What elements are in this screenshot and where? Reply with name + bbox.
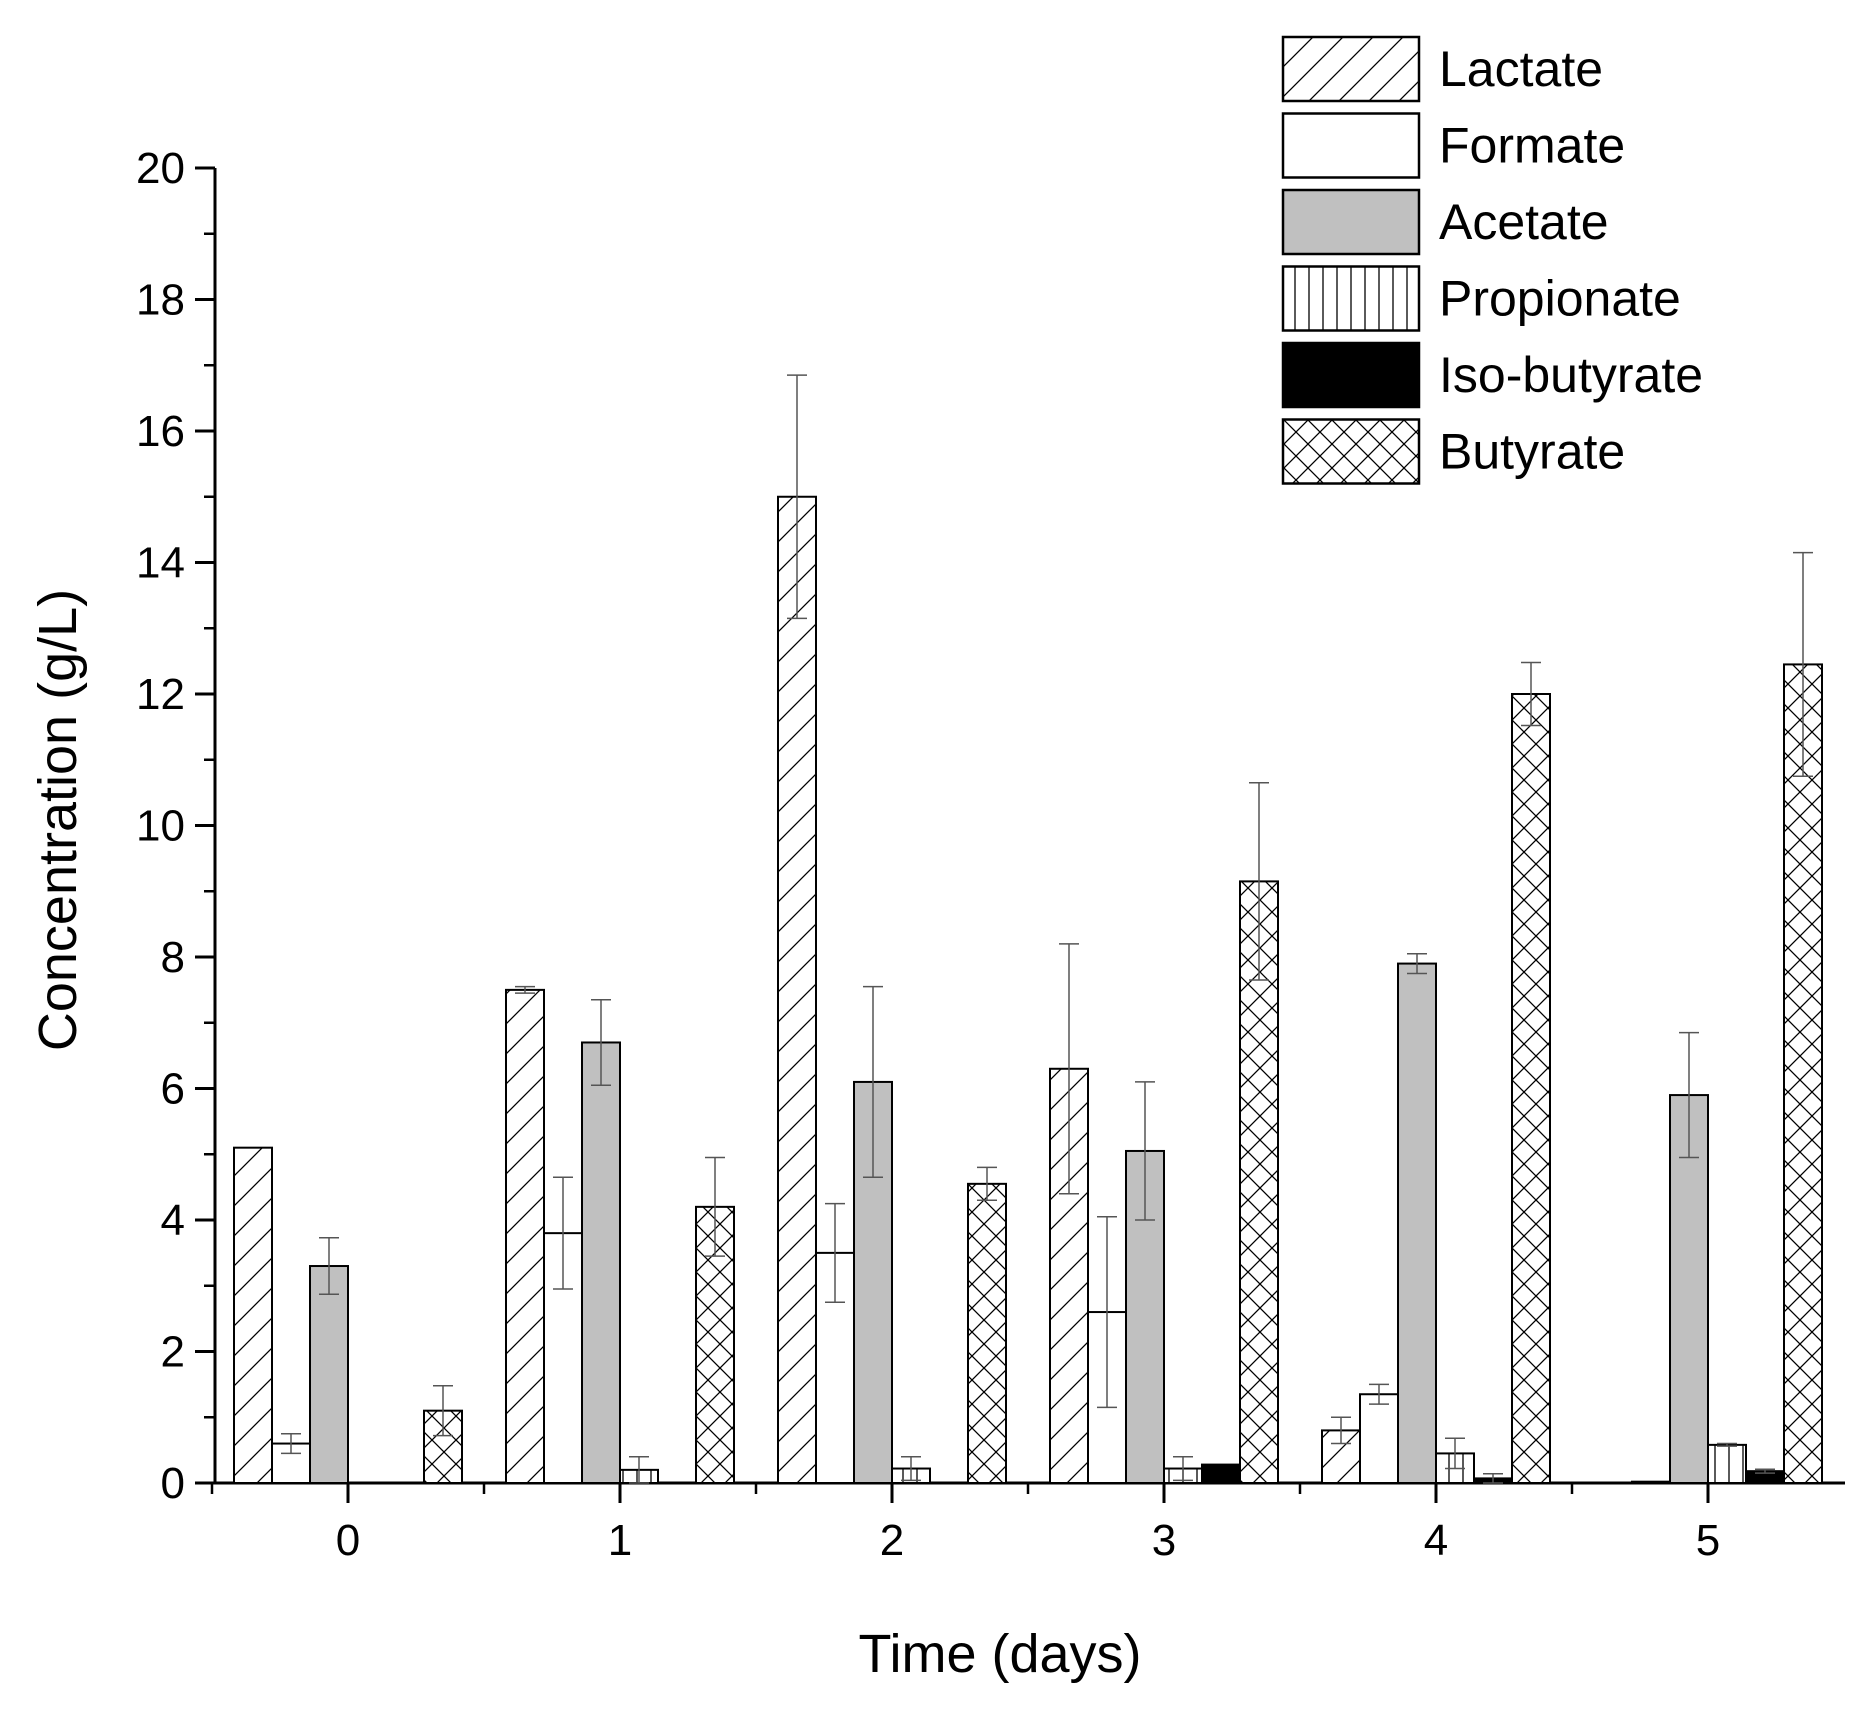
- errorbar-propionate-day-3: [1173, 1455, 1193, 1482]
- errorbar-formate-day-1: [553, 1176, 573, 1290]
- legend-swatch-iso-butyrate: [1281, 341, 1421, 409]
- bar-acetate-day-4: [1397, 962, 1437, 1484]
- legend-label-propionate: Propionate: [1439, 271, 1681, 327]
- error-bars: [281, 374, 1813, 1484]
- errorbar-formate-day-3: [1097, 1215, 1117, 1409]
- legend-swatch-propionate: [1281, 265, 1421, 332]
- legend-label-butyrate: Butyrate: [1439, 424, 1625, 480]
- bar-acetate-day-1: [581, 1041, 621, 1484]
- bar-iso-butyrate-day-3: [1201, 1463, 1241, 1484]
- legend-label-lactate: Lactate: [1439, 41, 1603, 97]
- bar-propionate-day-5: [1707, 1443, 1747, 1484]
- bar-lactate-day-1: [505, 988, 545, 1484]
- legend-swatch-lactate: [1281, 35, 1421, 103]
- errorbar-lactate-day-2: [787, 374, 807, 620]
- errorbar-acetate-day-2: [863, 985, 883, 1179]
- errorbar-lactate-day-4: [1331, 1416, 1351, 1445]
- y-tick-label: 0: [161, 1459, 185, 1508]
- errorbar-iso-butyrate-day-4: [1483, 1473, 1503, 1484]
- y-tick-label: 4: [161, 1196, 185, 1245]
- bar-butyrate-day-2: [967, 1182, 1007, 1485]
- bar-lactate-day-0: [233, 1146, 273, 1485]
- errorbar-lactate-day-1: [515, 985, 535, 994]
- legend-label-acetate: Acetate: [1439, 194, 1609, 250]
- errorbar-acetate-day-5: [1679, 1031, 1699, 1159]
- y-tick-label: 14: [136, 539, 185, 588]
- errorbar-propionate-day-4: [1445, 1437, 1465, 1470]
- bar-acetate-day-0: [309, 1265, 349, 1485]
- bar-formate-day-5: [1631, 1480, 1671, 1485]
- y-tick-label: 20: [136, 144, 185, 193]
- errorbar-butyrate-day-3: [1249, 782, 1269, 981]
- bar-butyrate-day-4: [1511, 693, 1551, 1484]
- x-tick-label: 2: [880, 1516, 904, 1565]
- bar-formate-day-4: [1359, 1393, 1399, 1485]
- legend-swatch-butyrate: [1281, 418, 1421, 485]
- legend: Lactate Formate Acetate Propionate Iso-butyr…: [1281, 35, 1703, 485]
- y-tick-label: 2: [161, 1328, 185, 1377]
- errorbar-acetate-day-1: [591, 998, 611, 1086]
- errorbar-propionate-day-2: [901, 1455, 921, 1482]
- axes: [195, 166, 1845, 1503]
- errorbar-butyrate-day-0: [433, 1384, 453, 1437]
- errorbar-iso-butyrate-day-5: [1755, 1468, 1775, 1474]
- errorbar-butyrate-day-4: [1521, 661, 1541, 727]
- bars: [233, 495, 1823, 1485]
- y-axis-label: Concentration (g/L): [28, 589, 88, 1051]
- errorbar-butyrate-day-2: [977, 1166, 997, 1202]
- errorbar-propionate-day-1: [629, 1455, 649, 1484]
- bar-butyrate-day-5: [1783, 663, 1823, 1484]
- x-tick-label: 4: [1424, 1516, 1448, 1565]
- y-tick-label: 8: [161, 933, 185, 982]
- legend-swatch-acetate: [1281, 188, 1421, 256]
- errorbar-formate-day-0: [281, 1432, 301, 1455]
- y-tick-label: 18: [136, 276, 185, 325]
- errorbar-butyrate-day-5: [1793, 551, 1813, 777]
- errorbar-acetate-day-3: [1135, 1081, 1155, 1221]
- errorbar-acetate-day-4: [1407, 952, 1427, 975]
- y-tick-label: 6: [161, 1065, 185, 1114]
- y-tick-label: 10: [136, 802, 185, 851]
- x-tick-label: 3: [1152, 1516, 1176, 1565]
- errorbar-formate-day-4: [1369, 1383, 1389, 1405]
- y-tick-label: 12: [136, 670, 185, 719]
- errorbar-propionate-day-5: [1717, 1442, 1737, 1447]
- errorbar-acetate-day-0: [319, 1237, 339, 1296]
- x-tick-label: 1: [608, 1516, 632, 1565]
- x-tick-label: 5: [1696, 1516, 1720, 1565]
- legend-label-iso-butyrate: Iso-butyrate: [1439, 347, 1703, 403]
- legend-label-formate: Formate: [1439, 118, 1625, 174]
- bar-acetate-day-5: [1669, 1094, 1709, 1484]
- x-axis-label: Time (days): [858, 1624, 1141, 1684]
- y-tick-label: 16: [136, 407, 185, 456]
- x-tick-label: 0: [336, 1516, 360, 1565]
- errorbar-lactate-day-3: [1059, 943, 1079, 1195]
- errorbar-butyrate-day-1: [705, 1156, 725, 1257]
- legend-swatch-formate: [1281, 112, 1421, 179]
- errorbar-formate-day-2: [825, 1202, 845, 1303]
- bar-lactate-day-2: [777, 495, 817, 1484]
